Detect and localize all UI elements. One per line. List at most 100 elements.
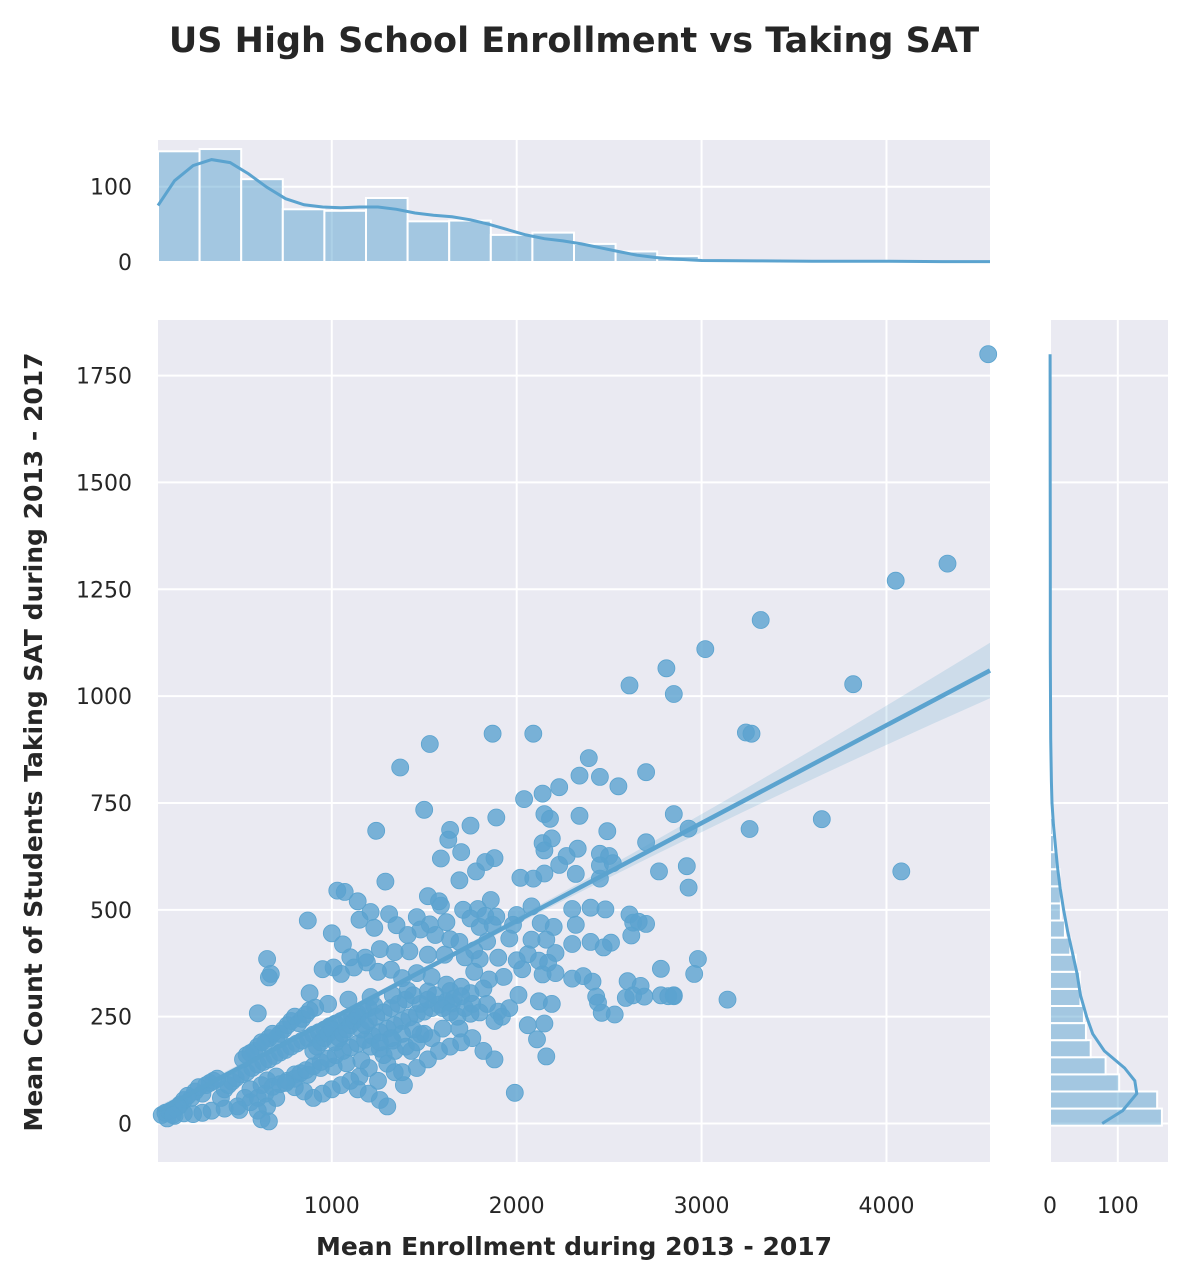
top-histogram xyxy=(156,148,990,264)
scatter-point xyxy=(637,763,655,782)
y-axis-label: Mean Count of Students Taking SAT during… xyxy=(19,352,48,1131)
top-hist-kde-line xyxy=(156,158,990,264)
scatter-point xyxy=(657,659,676,678)
scatter-point xyxy=(478,995,497,1013)
scatter-point xyxy=(563,900,582,918)
scatter-point xyxy=(300,1001,319,1020)
right-hist-tick-label: 0 xyxy=(1043,1194,1057,1219)
y-tick-label: 750 xyxy=(90,792,132,817)
top-hist-bar xyxy=(323,209,367,264)
scatter-point xyxy=(431,849,450,868)
scatter-point xyxy=(566,865,585,883)
scatter-point xyxy=(892,862,911,881)
scatter-point xyxy=(391,758,410,777)
scatter-point xyxy=(439,830,458,849)
scatter-point xyxy=(248,1004,267,1023)
scatter-point xyxy=(418,945,437,964)
scatter-point xyxy=(463,1029,482,1047)
scatter-point xyxy=(844,675,863,694)
scatter-point xyxy=(483,724,502,743)
scatter-point xyxy=(664,805,683,823)
right-hist-bar xyxy=(1049,936,1072,956)
top-hist-tick-label: 0 xyxy=(118,251,132,276)
top-hist-tick-label: 100 xyxy=(90,176,132,201)
scatter-point xyxy=(509,986,528,1004)
scatter-point xyxy=(718,990,737,1009)
scatter-point xyxy=(537,930,556,949)
right-histogram xyxy=(1048,354,1163,1127)
scatter-point xyxy=(481,891,500,909)
scatter-point xyxy=(533,784,552,803)
scatter-point xyxy=(370,940,389,958)
scatter-point xyxy=(550,856,569,874)
right-hist-kde-line xyxy=(1048,354,1139,1125)
scatter-point xyxy=(742,724,761,743)
scatter-point xyxy=(163,1106,182,1124)
x-axis-label: Mean Enrollment during 2013 - 2017 xyxy=(316,1232,832,1261)
right-hist-bar xyxy=(1049,902,1062,922)
right-hist-bar xyxy=(1049,1039,1092,1059)
scatter-point xyxy=(579,749,598,767)
right-hist-bar xyxy=(1049,970,1081,990)
scatter-point xyxy=(258,950,277,968)
x-tick-label: 3000 xyxy=(674,1194,730,1219)
scatter-point xyxy=(259,1112,278,1131)
scatter-point xyxy=(348,892,367,911)
top-hist-bar xyxy=(489,233,534,263)
scatter-point xyxy=(537,1047,556,1066)
right-hist-bar xyxy=(1049,1022,1087,1042)
scatter-point xyxy=(369,1071,387,1090)
regression-line-group xyxy=(156,668,992,1113)
scatter-point xyxy=(465,962,484,981)
scatter-point xyxy=(437,913,456,932)
scatter-point xyxy=(467,862,485,881)
scatter-point xyxy=(541,809,559,828)
scatter-point xyxy=(938,554,957,573)
scatter-point xyxy=(494,968,513,986)
scatter-point xyxy=(635,987,654,1006)
right-hist-bar xyxy=(1049,1090,1159,1110)
scatter-point xyxy=(535,864,554,883)
right-hist-bar xyxy=(1049,1056,1107,1076)
scatter-point xyxy=(335,883,354,901)
scatter-point xyxy=(322,924,341,943)
top-hist-bar xyxy=(281,208,326,263)
y-tick-label: 1750 xyxy=(76,365,132,390)
scatter-point xyxy=(431,896,450,915)
scatter-point xyxy=(740,820,759,838)
scatter-point xyxy=(505,1083,524,1102)
scatter-point xyxy=(570,806,589,825)
scatter-point xyxy=(568,839,587,858)
scatter-point xyxy=(535,841,554,860)
scatter-point xyxy=(376,872,395,891)
scatter-point xyxy=(426,926,445,944)
scatter-point xyxy=(535,1014,554,1033)
scatter-point xyxy=(487,808,506,827)
scatter-point xyxy=(591,768,609,786)
scatter-point xyxy=(298,911,317,930)
scatter-point xyxy=(596,900,615,919)
regression-line xyxy=(156,668,992,1113)
top-hist-bar xyxy=(157,150,201,263)
scatter-point xyxy=(500,929,519,948)
scatter-point xyxy=(420,735,439,753)
scatter-point xyxy=(679,878,698,897)
scatter-point xyxy=(563,935,582,953)
scatter-point xyxy=(664,685,683,703)
scatter-point xyxy=(550,778,569,797)
y-tick-label: 0 xyxy=(118,1113,132,1138)
scatter-point xyxy=(276,1074,295,1092)
scatter-point xyxy=(365,918,384,937)
scatter-point xyxy=(570,766,589,785)
scatter-point xyxy=(546,964,565,982)
scatter-point xyxy=(513,960,532,979)
scatter-point xyxy=(350,910,369,929)
x-tick-label: 4000 xyxy=(858,1194,914,1219)
scatter-point xyxy=(622,926,641,945)
scatter-point xyxy=(594,938,613,957)
scatter-point xyxy=(652,959,670,978)
scatter-point xyxy=(566,915,585,934)
scatter-point xyxy=(385,943,404,961)
x-tick-label: 2000 xyxy=(489,1194,545,1219)
